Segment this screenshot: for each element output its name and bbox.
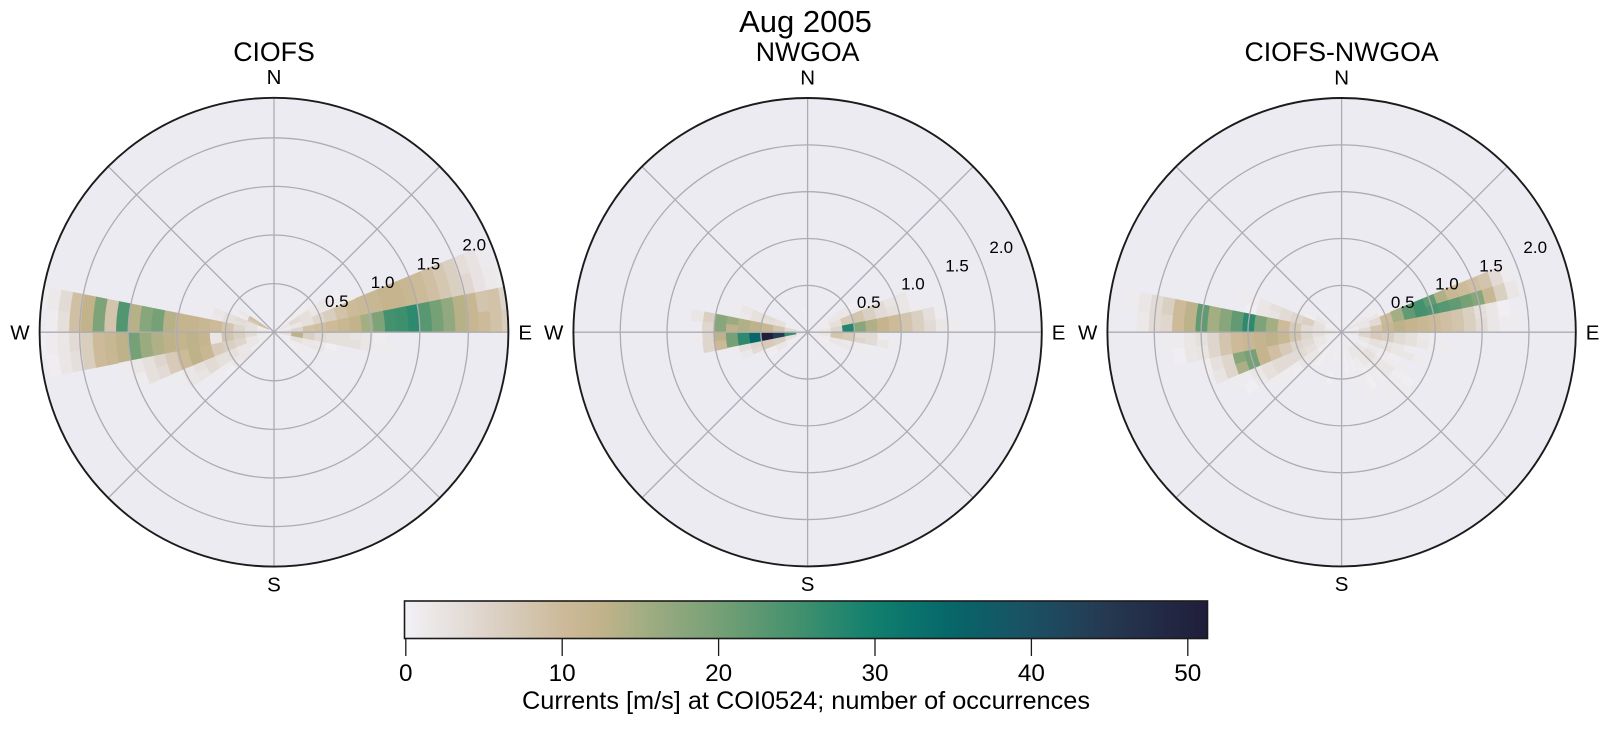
svg-text:CIOFS-NWGOA: CIOFS-NWGOA [1244, 37, 1438, 67]
svg-text:20: 20 [705, 660, 732, 687]
svg-text:50: 50 [1174, 660, 1201, 687]
svg-text:E: E [1052, 321, 1066, 344]
svg-text:10: 10 [549, 660, 576, 687]
svg-text:2.0: 2.0 [462, 235, 486, 254]
svg-text:0.5: 0.5 [857, 293, 881, 312]
svg-text:W: W [10, 321, 30, 344]
svg-text:1.0: 1.0 [371, 273, 395, 292]
svg-text:1.0: 1.0 [901, 275, 925, 294]
svg-text:E: E [1586, 321, 1600, 344]
svg-text:2.0: 2.0 [1523, 238, 1547, 257]
svg-text:40: 40 [1018, 660, 1045, 687]
svg-text:S: S [801, 573, 815, 596]
svg-text:S: S [1335, 573, 1349, 596]
svg-text:NWGOA: NWGOA [756, 37, 860, 67]
svg-text:1.5: 1.5 [1479, 256, 1503, 275]
svg-text:Aug 2005: Aug 2005 [739, 4, 872, 39]
svg-text:1.0: 1.0 [1435, 275, 1459, 294]
svg-text:2.0: 2.0 [989, 238, 1013, 257]
svg-text:W: W [1078, 321, 1098, 344]
svg-text:0: 0 [399, 660, 413, 687]
svg-text:1.5: 1.5 [945, 256, 969, 275]
svg-text:0.5: 0.5 [325, 292, 349, 311]
svg-text:N: N [267, 66, 282, 89]
svg-text:E: E [518, 321, 532, 344]
svg-text:CIOFS: CIOFS [233, 37, 315, 67]
svg-text:1.5: 1.5 [417, 254, 441, 273]
svg-text:W: W [544, 321, 564, 344]
svg-text:0.5: 0.5 [1391, 293, 1415, 312]
svg-text:S: S [267, 573, 281, 596]
svg-text:30: 30 [861, 660, 888, 687]
svg-text:N: N [800, 66, 815, 89]
svg-text:Currents [m/s] at COI0524; num: Currents [m/s] at COI0524; number of occ… [522, 687, 1090, 715]
svg-text:N: N [1334, 66, 1349, 89]
